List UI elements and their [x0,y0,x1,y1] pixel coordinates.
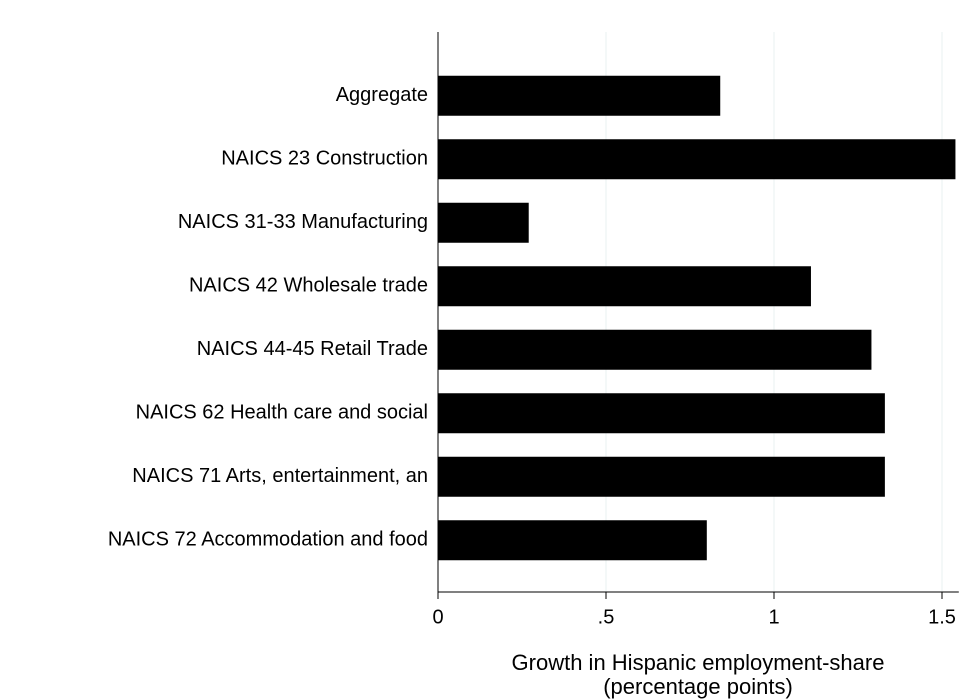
y-tick-label: NAICS 23 Construction [221,148,428,170]
y-tick-label: NAICS 31-33 Manufacturing [178,211,428,233]
bar [438,329,872,370]
bar [438,139,956,180]
bar [438,266,811,307]
x-axis-label: Growth in Hispanic employment-share [512,650,885,675]
x-tick-label: .5 [598,606,615,628]
y-tick-label: Aggregate [336,84,428,106]
bar [438,75,721,116]
y-tick-label: NAICS 42 Wholesale trade [189,275,428,297]
bar [438,393,885,434]
y-tick-label: NAICS 71 Arts, entertainment, an [132,465,428,487]
bar [438,520,707,561]
bar [438,456,885,497]
y-tick-label: NAICS 72 Accommodation and food [108,529,428,551]
x-tick-label: 0 [432,606,443,628]
x-tick-label: 1 [768,606,779,628]
x-axis-label: (percentage points) [603,674,793,699]
y-tick-label: NAICS 44-45 Retail Trade [197,338,428,360]
y-tick-label: NAICS 62 Health care and social [136,402,428,424]
bar [438,202,529,243]
x-tick-label: 1.5 [928,606,956,628]
